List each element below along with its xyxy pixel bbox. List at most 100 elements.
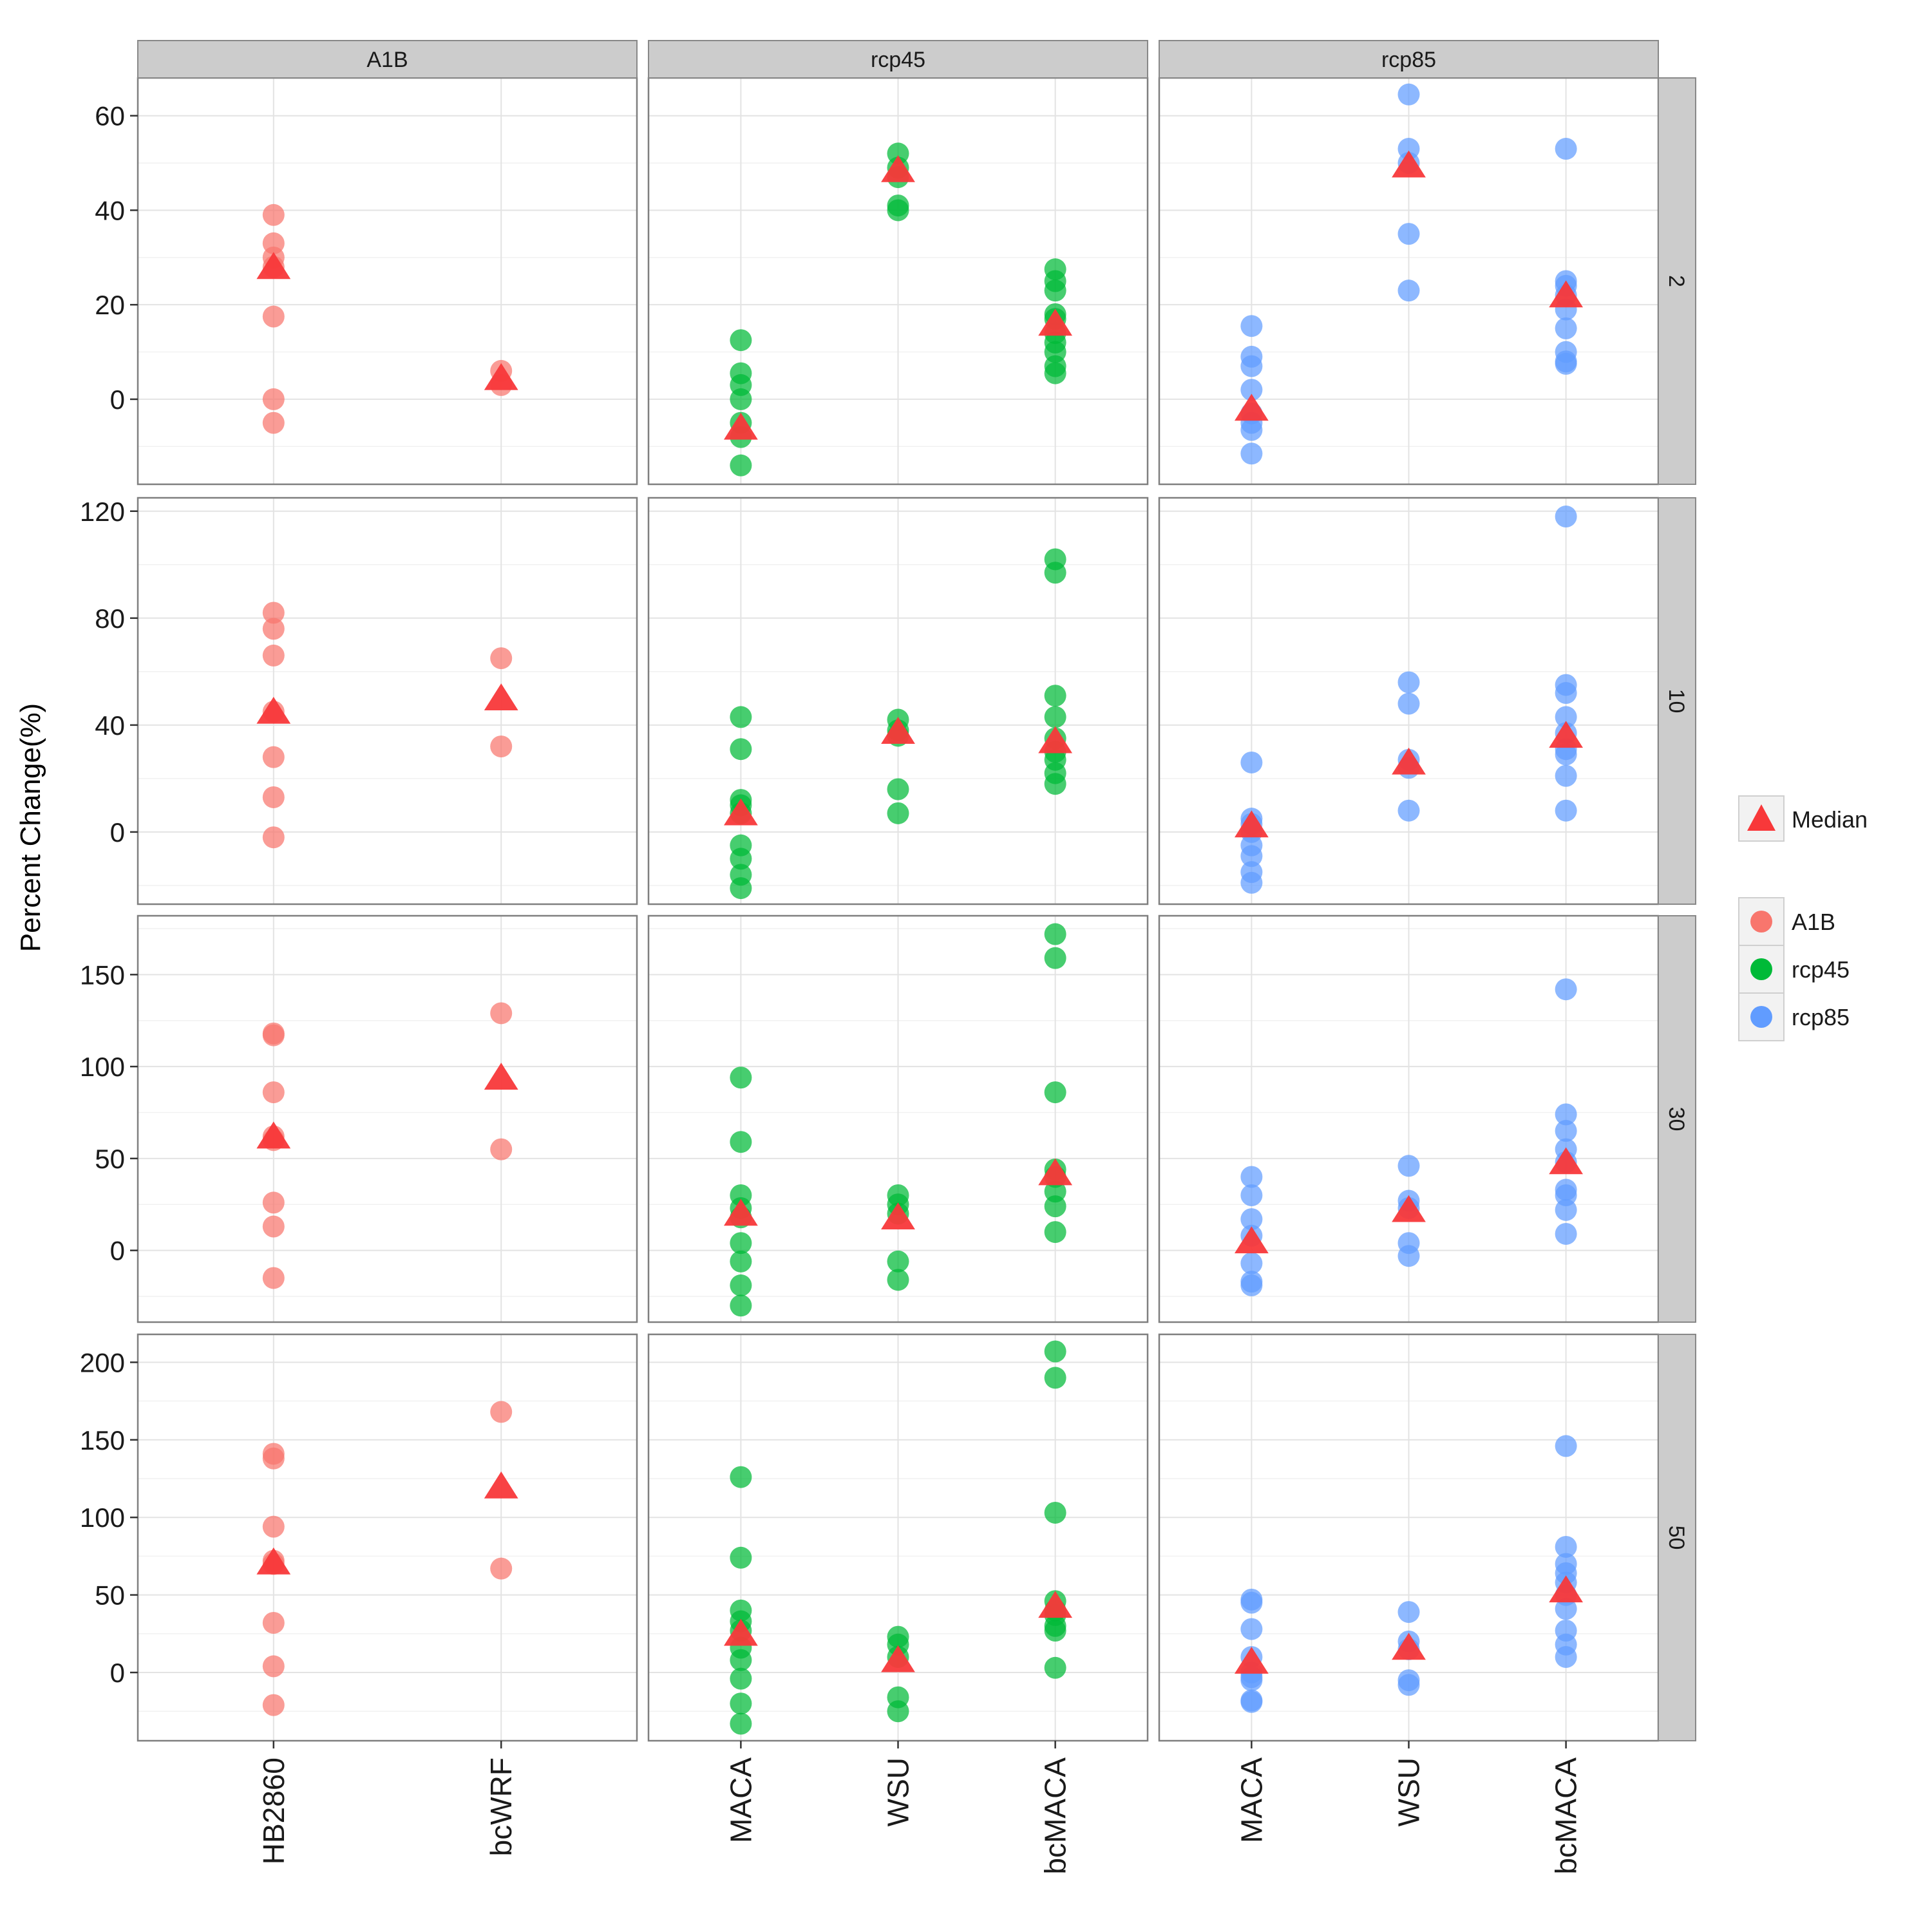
- data-point: [262, 1024, 285, 1046]
- data-point: [1044, 1656, 1066, 1679]
- median-marker: [1038, 1591, 1073, 1618]
- row-strip: [1658, 1334, 1696, 1741]
- panel-10-A1B: [137, 497, 638, 905]
- x-tick-label: WSU: [1392, 1757, 1426, 1826]
- data-point: [490, 1401, 513, 1423]
- median-marker: [1392, 150, 1426, 178]
- median-marker: [881, 1645, 915, 1672]
- panel-background: [138, 916, 637, 1322]
- data-point: [1240, 355, 1263, 377]
- median-marker: [1549, 280, 1584, 308]
- panels-layer: [137, 77, 1660, 1742]
- median-marker: [881, 1202, 915, 1229]
- data-point: [490, 735, 513, 758]
- x-tick-label: MACA: [1235, 1757, 1268, 1843]
- median-marker: [881, 155, 915, 182]
- y-tick-label: 0: [110, 817, 125, 848]
- y-tick-label: 20: [95, 290, 125, 320]
- median-marker: [1549, 1575, 1584, 1603]
- data-point: [1240, 1252, 1263, 1274]
- data-point: [1555, 506, 1577, 528]
- data-point: [262, 786, 285, 808]
- median-marker: [1549, 1147, 1584, 1175]
- data-point: [1240, 1690, 1263, 1713]
- data-point: [1044, 1367, 1066, 1389]
- row-strip: [1658, 915, 1696, 1323]
- median-marker: [256, 1121, 291, 1149]
- data-point: [490, 1002, 513, 1025]
- legend: Median A1B rcp45 rcp85: [1738, 795, 1868, 1041]
- data-point: [1240, 871, 1263, 894]
- data-point: [1555, 317, 1577, 339]
- data-point: [262, 601, 285, 624]
- median-marker: [1392, 1195, 1426, 1222]
- data-point: [262, 388, 285, 410]
- data-point: [1240, 379, 1263, 401]
- data-point: [1240, 751, 1263, 773]
- row-strip: [1658, 497, 1696, 905]
- x-tick-label: bcMACA: [1039, 1757, 1072, 1875]
- panel-10-rcp85: [1158, 497, 1660, 905]
- panel-background: [138, 498, 637, 904]
- data-point: [887, 1250, 909, 1273]
- y-axis-title: Percent Change(%): [15, 703, 46, 952]
- data-point: [1397, 1601, 1420, 1624]
- data-point: [1397, 223, 1420, 245]
- column-strip-label: A1B: [366, 48, 408, 72]
- data-point: [1555, 978, 1577, 1001]
- median-marker: [256, 1547, 291, 1575]
- data-point: [1240, 1669, 1263, 1692]
- data-point: [887, 1269, 909, 1291]
- data-point: [1555, 1222, 1577, 1245]
- data-point: [1044, 279, 1066, 302]
- panel-30-A1B: [137, 914, 638, 1323]
- y-tick-label: 80: [95, 603, 125, 634]
- column-strip: [137, 40, 638, 79]
- data-point: [730, 1274, 752, 1296]
- data-point: [1555, 682, 1577, 705]
- data-point: [1555, 764, 1577, 787]
- median-marker: [1549, 721, 1584, 748]
- median-marker: [256, 697, 291, 724]
- data-point: [1240, 1591, 1263, 1614]
- data-point: [1044, 1340, 1066, 1363]
- median-marker: [1038, 726, 1073, 753]
- data-point: [730, 1066, 752, 1089]
- data-point: [887, 1700, 909, 1723]
- y-tick-label: 0: [110, 384, 125, 415]
- y-tick-label: 100: [80, 1502, 125, 1533]
- y-tick-label: 40: [95, 710, 125, 741]
- data-point: [730, 454, 752, 477]
- data-point: [262, 305, 285, 328]
- legend-scenario-marker: [1750, 1006, 1772, 1028]
- median-marker: [484, 363, 518, 390]
- data-point: [1555, 1103, 1577, 1126]
- labels-layer: A1B rcp45 rcp85 2 10 30 50 0 20 40 60 0 40 80 120 0 50 10…: [80, 40, 1696, 1875]
- panel-border: [137, 914, 638, 1323]
- data-point: [1555, 706, 1577, 728]
- data-point: [730, 1712, 752, 1735]
- median-marker: [1038, 308, 1073, 336]
- data-point: [1555, 1645, 1577, 1668]
- data-point: [262, 204, 285, 226]
- legend-scenario-marker: [1750, 958, 1772, 980]
- data-point: [1044, 706, 1066, 728]
- median-marker: [723, 798, 758, 826]
- panel-background: [138, 1334, 637, 1741]
- data-point: [1555, 1198, 1577, 1221]
- panel-2-rcp85: [1158, 77, 1660, 486]
- median-marker: [1392, 747, 1426, 775]
- data-point: [1555, 1120, 1577, 1142]
- data-point: [730, 1667, 752, 1690]
- panel-10-rcp45: [647, 497, 1149, 905]
- data-point: [1397, 671, 1420, 694]
- data-point: [730, 388, 752, 410]
- column-strip: [1159, 40, 1659, 79]
- y-tick-label: 150: [80, 1425, 125, 1455]
- data-point: [730, 1294, 752, 1317]
- data-point: [262, 746, 285, 768]
- column-strip-label: rcp85: [1381, 48, 1436, 72]
- data-point: [1555, 1435, 1577, 1457]
- y-tick-label: 60: [95, 101, 125, 131]
- row-strip-label: 50: [1664, 1526, 1689, 1550]
